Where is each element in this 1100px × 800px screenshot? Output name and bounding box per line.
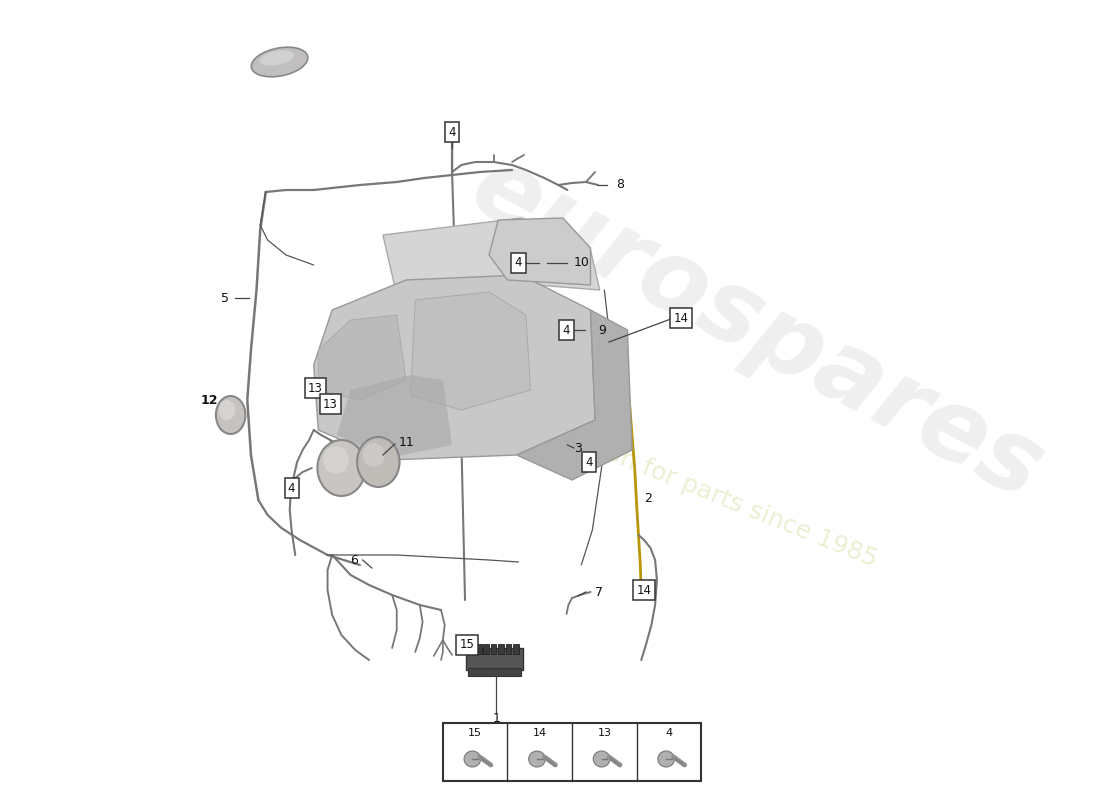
Text: a passion for parts since 1985: a passion for parts since 1985	[521, 408, 881, 572]
Ellipse shape	[358, 437, 399, 487]
Bar	[491, 644, 496, 654]
Bar	[476, 644, 482, 654]
Bar	[498, 644, 504, 654]
Text: 13: 13	[323, 398, 338, 410]
Bar	[513, 644, 518, 654]
Bar	[484, 644, 490, 654]
Bar	[468, 668, 521, 676]
Polygon shape	[318, 315, 406, 400]
Text: 14: 14	[637, 583, 651, 597]
Text: 8: 8	[616, 178, 625, 191]
Text: 11: 11	[398, 435, 415, 449]
Polygon shape	[314, 275, 595, 460]
Ellipse shape	[318, 440, 365, 496]
Ellipse shape	[323, 446, 349, 474]
Text: 3: 3	[574, 442, 582, 454]
Text: 7: 7	[595, 586, 603, 598]
Ellipse shape	[260, 50, 294, 66]
Bar	[466, 648, 524, 670]
Text: 5: 5	[221, 291, 229, 305]
Text: 4: 4	[563, 323, 570, 337]
Bar	[469, 644, 474, 654]
Ellipse shape	[658, 751, 674, 767]
Text: 1: 1	[493, 711, 500, 725]
Text: 4: 4	[515, 257, 522, 270]
Text: 4: 4	[288, 482, 295, 494]
Polygon shape	[490, 218, 591, 285]
Polygon shape	[337, 375, 452, 458]
Text: 10: 10	[574, 257, 590, 270]
Text: 4: 4	[585, 455, 593, 469]
Text: 13: 13	[308, 382, 323, 394]
Text: 15: 15	[460, 638, 474, 651]
Ellipse shape	[464, 751, 481, 767]
Text: 14: 14	[532, 728, 547, 738]
Text: 12: 12	[200, 394, 218, 406]
Text: 15: 15	[469, 728, 482, 738]
Polygon shape	[383, 218, 600, 295]
Bar	[443, 723, 701, 781]
Ellipse shape	[251, 47, 308, 77]
Ellipse shape	[593, 751, 609, 767]
Text: 13: 13	[597, 728, 612, 738]
Bar	[506, 644, 512, 654]
Text: eurospares: eurospares	[454, 138, 1058, 522]
Ellipse shape	[216, 396, 245, 434]
Text: 2: 2	[644, 491, 652, 505]
Text: 4: 4	[449, 126, 455, 138]
Text: 14: 14	[673, 311, 689, 325]
Ellipse shape	[529, 751, 546, 767]
Ellipse shape	[219, 400, 235, 420]
Text: 6: 6	[350, 554, 358, 566]
Text: 4: 4	[666, 728, 672, 738]
Text: 9: 9	[598, 323, 606, 337]
Polygon shape	[410, 292, 530, 410]
Polygon shape	[517, 310, 632, 480]
Ellipse shape	[363, 443, 385, 467]
